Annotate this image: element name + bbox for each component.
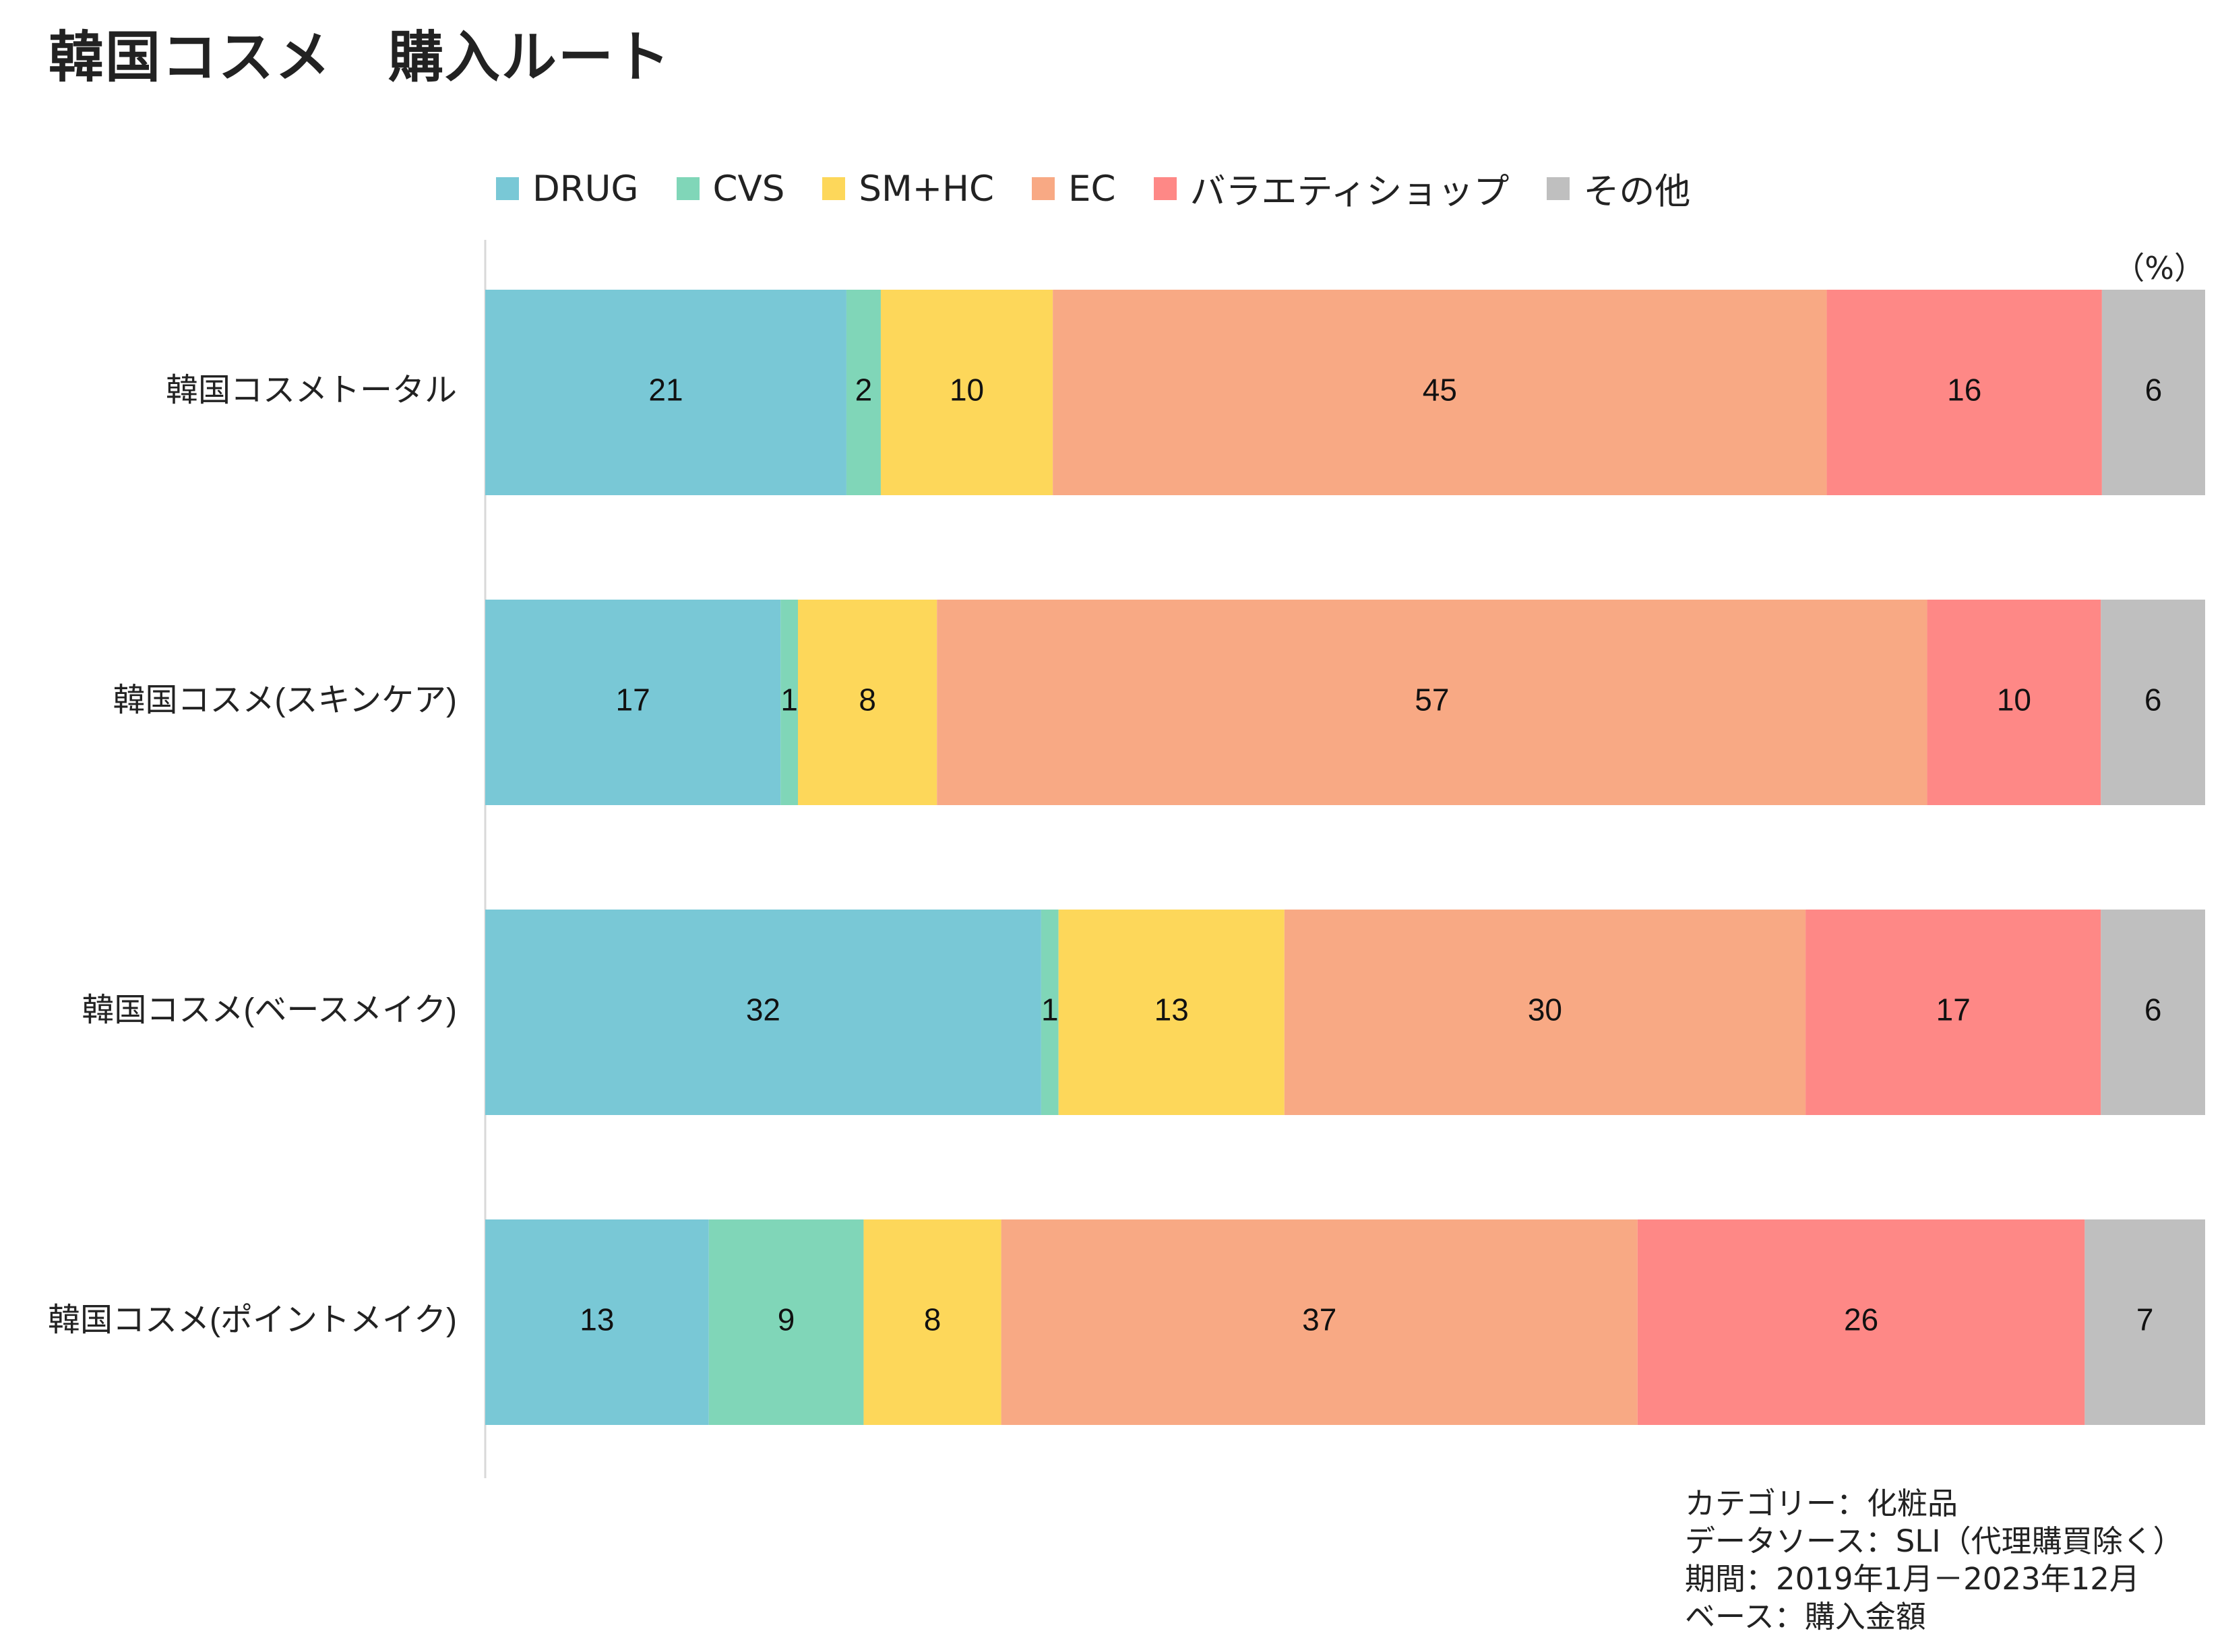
data-label: 6 [2145,373,2163,408]
data-label: 10 [950,373,984,408]
data-label: 57 [1415,682,1449,718]
legend-label: EC [1068,168,1116,210]
bar-segment [708,1219,864,1425]
data-label: 2 [855,373,873,408]
data-label: 30 [1528,992,1562,1027]
unit-label: （%） [2113,250,2205,286]
footnotes: カテゴリー：化粧品 データソース：SLI（代理購買除く） 期間：2019年1月－20… [1685,1485,2184,1636]
data-label: 21 [648,373,683,408]
bar-segment [1927,600,2101,805]
legend-swatch [1032,177,1055,200]
bar-segment [780,600,798,805]
bar-segment [798,600,937,805]
category-label: 韓国コスメトータル [166,373,457,408]
bar-segment [2101,290,2205,495]
bar-segment [1284,910,1806,1115]
data-label: 9 [778,1302,795,1337]
legend-label: SM+HC [859,168,995,210]
bar-segment [880,290,1053,495]
bar-segment [485,290,846,495]
bar-segment [1805,910,2101,1115]
legend: DRUG CVS SM+HC EC バラエティショップ その他 [496,162,1728,216]
data-label: 17 [1936,992,1971,1027]
legend-item: その他 [1547,163,1690,214]
data-label: 32 [746,992,780,1027]
footnote-line: カテゴリー：化粧品 [1685,1486,1958,1521]
legend-swatch [822,177,846,200]
footnote-line: 期間：2019年1月－2023年12月 [1685,1561,2140,1597]
data-label: 6 [2144,682,2162,718]
bar-segment [2101,910,2205,1115]
legend-label: DRUG [532,168,639,210]
chart-title: 韓国コスメ 購入ルート [49,26,672,90]
legend-item: バラエティショップ [1153,163,1510,214]
data-label: 10 [1997,682,2031,718]
bar-segment [1826,290,2102,495]
legend-swatch [1547,177,1570,200]
data-label: 37 [1302,1302,1336,1337]
bar-segment [485,910,1041,1115]
bar-segment [485,1219,709,1425]
bar-segment [2101,600,2205,805]
legend-label: バラエティショップ [1190,171,1510,212]
data-label: 45 [1423,373,1457,408]
bar-segment [485,600,781,805]
data-label: 1 [780,682,798,718]
legend-item: EC [1032,168,1116,210]
category-label: 韓国コスメ(スキンケア) [113,682,457,718]
data-label: 7 [2136,1302,2154,1337]
footnote-line: データソース：SLI（代理購買除く） [1685,1523,2184,1559]
data-label: 1 [1041,992,1059,1027]
data-label: 16 [1947,373,1981,408]
category-label: 韓国コスメ(ベースメイク) [82,992,457,1028]
bar-segment [1053,290,1827,495]
bar-segment [846,290,881,495]
bar-segment [1058,910,1285,1115]
data-label: 13 [1154,992,1189,1027]
legend-item: CVS [676,168,785,210]
legend-item: SM+HC [822,168,994,210]
category-label: 韓国コスメ(ポイントメイク) [48,1302,457,1338]
legend-swatch [1153,177,1177,200]
data-label: 13 [580,1302,614,1337]
bar-segment [937,600,1927,805]
data-label: 8 [859,682,876,718]
data-label: 6 [2144,992,2162,1027]
bar-segment [1637,1219,2085,1425]
legend-label: CVS [712,168,785,210]
legend-swatch [496,177,519,200]
data-label: 26 [1844,1302,1878,1337]
bar-segment [1001,1219,1638,1425]
legend-swatch [676,177,700,200]
data-label: 17 [616,682,650,718]
bar-segment [1041,910,1059,1115]
bar-segment [2084,1219,2205,1425]
data-label: 8 [924,1302,941,1337]
bar-segment [863,1219,1001,1425]
footnote-line: ベース：購入金額 [1685,1599,1926,1634]
legend-item: DRUG [496,168,639,210]
legend-label: その他 [1583,171,1691,212]
